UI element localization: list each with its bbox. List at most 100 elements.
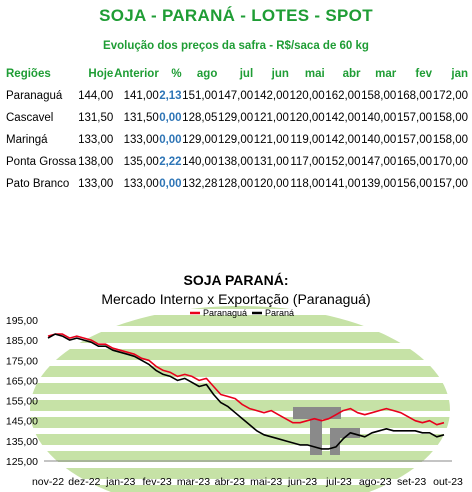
chart-series: [47, 333, 445, 450]
price-cell: 131,50: [78, 112, 114, 124]
price-cell: 132,28: [182, 178, 218, 190]
page-title: SOJA - PARANÁ - LOTES - SPOT: [99, 6, 373, 25]
price-cell: 157,00: [396, 112, 433, 124]
price-cell: 156,00: [396, 178, 433, 190]
x-tick-label: jun-23: [287, 476, 317, 488]
price-cell: 158,00: [432, 134, 468, 146]
price-cell: 157,00: [432, 178, 468, 190]
table-row: Cascavel 131,50 131,50 0,00 128,05 129,00 121,…: [6, 108, 468, 130]
price-cell: 147,00: [217, 90, 254, 102]
percent-change: 0,00: [159, 112, 182, 124]
price-cell: 168,00: [396, 90, 433, 102]
watermark-logo: [293, 407, 360, 455]
price-cell: 119,00: [290, 134, 325, 146]
column-header: Anterior: [114, 68, 159, 80]
watermark-stripe: [30, 485, 450, 492]
price-cell: 139,00: [361, 178, 397, 190]
price-cell: 135,00: [123, 156, 159, 168]
chart-legend: Paranaguá Paraná: [190, 308, 294, 318]
y-tick-label: 135,00: [6, 436, 38, 448]
percent-change: 0,00: [159, 134, 182, 146]
price-cell: 138,00: [78, 156, 114, 168]
column-header: jun: [271, 68, 289, 80]
price-cell: 147,00: [361, 156, 397, 168]
price-cell: 140,00: [361, 134, 397, 146]
price-cell: 172,00: [432, 90, 468, 102]
table-body: Paranaguá 144,00 141,00 2,13 151,00 147,00 142…: [6, 86, 468, 196]
price-cell: 170,00: [432, 156, 468, 168]
legend-label: Paranaguá: [203, 308, 247, 318]
price-cell: 133,00: [123, 178, 159, 190]
chart-axes: 195,00 185,00 175,00 165,00 155,00 145,00 135,…: [6, 315, 463, 488]
price-cell: 133,00: [123, 134, 159, 146]
watermark-stripe: [30, 349, 450, 360]
percent-change: 2,13: [159, 90, 182, 102]
price-cell: 117,00: [290, 156, 325, 168]
price-cell: 120,00: [289, 90, 325, 102]
watermark-stripe: [30, 451, 450, 462]
price-cell: 152,00: [325, 156, 361, 168]
price-cell: 142,00: [325, 112, 361, 124]
price-cell: 118,00: [290, 178, 325, 190]
price-cell: 121,00: [253, 134, 289, 146]
x-tick-label: mar-23: [177, 476, 210, 488]
price-cell: 138,00: [217, 156, 254, 168]
y-tick-label: 195,00: [6, 315, 38, 327]
price-cell: 151,00: [182, 90, 218, 102]
x-tick-label: dez-22: [68, 476, 100, 488]
table-row: Pato Branco 133,00 133,00 0,00 132,28 128,00 1…: [6, 174, 468, 196]
region-name: Paranaguá: [6, 90, 63, 102]
series-line-parana: [47, 333, 445, 450]
column-header: jan: [451, 68, 468, 80]
logo-stem: [330, 428, 340, 455]
price-cell: 120,00: [253, 178, 289, 190]
price-chart: SOJA PARANÁ: Mercado Interno x Exportaçã…: [6, 272, 463, 492]
logo-bar: [330, 428, 360, 438]
price-cell: 128,05: [182, 112, 218, 124]
price-cell: 142,00: [253, 90, 289, 102]
price-cell: 129,00: [182, 134, 218, 146]
chart-title: SOJA PARANÁ:: [183, 272, 288, 288]
y-tick-label: 145,00: [6, 416, 38, 428]
chart-subtitle: Mercado Interno x Exportação (Paranaguá): [101, 291, 370, 307]
percent-change: 0,00: [159, 178, 182, 190]
chart-background-watermark: [30, 306, 450, 492]
region-name: Ponta Grossa: [6, 156, 77, 168]
column-header: ago: [196, 68, 218, 80]
price-cell: 158,00: [361, 90, 397, 102]
table-row: Ponta Grossa 138,00 135,00 2,22 140,00 138,00…: [6, 152, 468, 174]
watermark-stripe: [30, 400, 450, 411]
region-name: Pato Branco: [6, 178, 70, 190]
price-cell: 142,00: [325, 134, 361, 146]
watermark-stripe: [30, 306, 450, 309]
price-cell: 120,00: [289, 112, 325, 124]
price-cell: 129,00: [217, 112, 254, 124]
watermark-stripe: [30, 468, 450, 479]
percent-change: 2,22: [159, 156, 182, 168]
price-cell: 133,00: [78, 134, 114, 146]
x-tick-label: set-23: [397, 476, 426, 488]
y-tick-label: 155,00: [6, 396, 38, 408]
x-tick-label: fev-23: [142, 476, 171, 488]
price-table: Regiões Hoje Anterior% ago jul jun mai abr mar fe…: [6, 64, 468, 196]
watermark-stripe: [30, 332, 450, 343]
watermark-stripe: [30, 383, 450, 394]
price-cell: 140,00: [182, 156, 218, 168]
x-tick-label: mai-23: [250, 476, 282, 488]
x-tick-label: nov-22: [32, 476, 64, 488]
y-tick-label: 125,00: [6, 456, 38, 468]
column-header: fev: [415, 68, 433, 80]
price-cell: 162,00: [325, 90, 361, 102]
table-row: Maringá 133,00 133,00 0,00 129,00 129,00 121,0…: [6, 130, 468, 152]
price-cell: 157,00: [396, 134, 433, 146]
x-tick-label: jan-23: [105, 476, 135, 488]
x-tick-label: abr-23: [215, 476, 246, 488]
x-tick-label: jul-23: [325, 476, 352, 488]
page-subtitle: Evolução dos preços da safra - R$/saca d…: [103, 40, 369, 52]
region-name: Maringá: [6, 134, 48, 146]
watermark-stripe: [30, 366, 450, 377]
column-header: jul: [239, 68, 254, 80]
price-cell: 165,00: [396, 156, 433, 168]
column-header: %: [171, 68, 182, 80]
table-header-row: Regiões Hoje Anterior% ago jul jun mai abr mar fe…: [6, 64, 468, 86]
